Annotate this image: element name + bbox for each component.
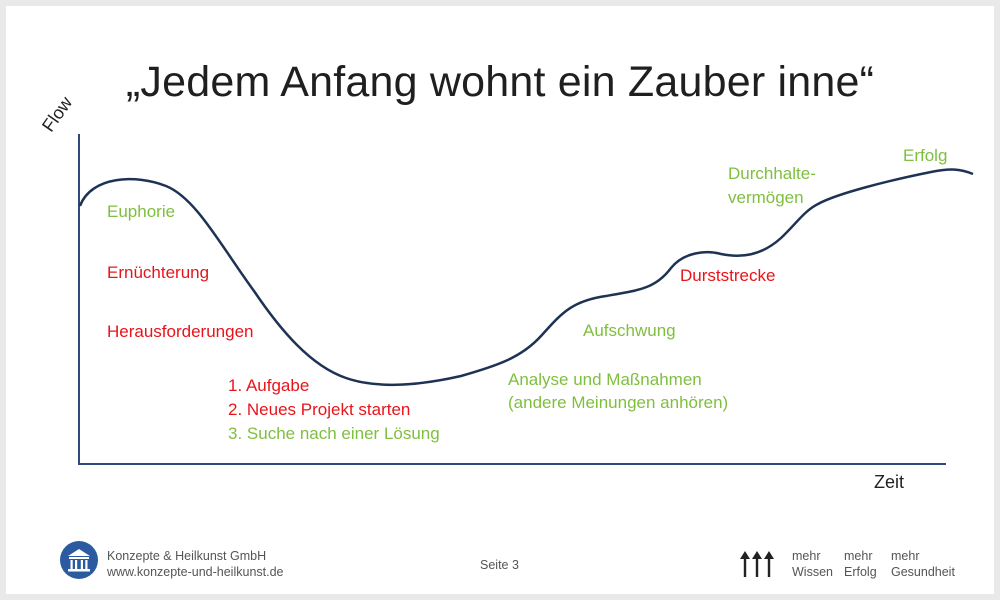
label-durststrecke: Durststrecke — [680, 266, 776, 285]
tagline-prefix: mehr — [792, 549, 821, 563]
label-erfolg: Erfolg — [903, 146, 948, 165]
label-herausforderungen: Herausforderungen — [107, 322, 254, 341]
slide: „Jedem Anfang wohnt ein Zauber inne“ Flo… — [6, 6, 994, 594]
company-website[interactable]: www.konzepte-und-heilkunst.de — [107, 565, 284, 579]
tagline-wissen: mehr Wissen — [792, 548, 833, 580]
company-name: Konzepte & Heilkunst GmbH — [107, 549, 267, 563]
label-aufgabe: 1. Aufgabe — [228, 376, 310, 395]
label-neues-projekt: 2. Neues Projekt starten — [228, 400, 411, 419]
page-number: Seite 3 — [480, 558, 519, 572]
tagline-item: Gesundheit — [891, 565, 955, 579]
tagline-erfolg: mehr Erfolg — [844, 548, 877, 580]
three-up-arrows-icon — [740, 551, 774, 577]
flow-diagram — [78, 134, 974, 465]
label-suche: 3. Suche nach einer Lösung — [228, 424, 440, 443]
tagline-item: Erfolg — [844, 565, 877, 579]
tagline-prefix: mehr — [891, 549, 920, 563]
x-axis-label: Zeit — [874, 472, 905, 492]
tagline-gesundheit: mehr Gesundheit — [891, 548, 955, 580]
temple-icon — [60, 541, 98, 579]
tagline-prefix: mehr — [844, 549, 873, 563]
flow-curve — [78, 168, 974, 386]
slide-title: „Jedem Anfang wohnt ein Zauber inne“ — [125, 58, 875, 106]
label-euphorie: Euphorie — [107, 202, 176, 221]
label-ernuechterung: Ernüchterung — [107, 263, 210, 282]
label-durchhalte-1: Durchhalte- — [728, 164, 816, 183]
tagline-item: Wissen — [792, 565, 833, 579]
label-aufschwung: Aufschwung — [583, 321, 676, 340]
label-analyse-1: Analyse und Maßnahmen — [508, 370, 702, 389]
label-analyse-2: (andere Meinungen anhören) — [508, 393, 729, 412]
label-durchhalte-2: vermögen — [728, 188, 804, 207]
